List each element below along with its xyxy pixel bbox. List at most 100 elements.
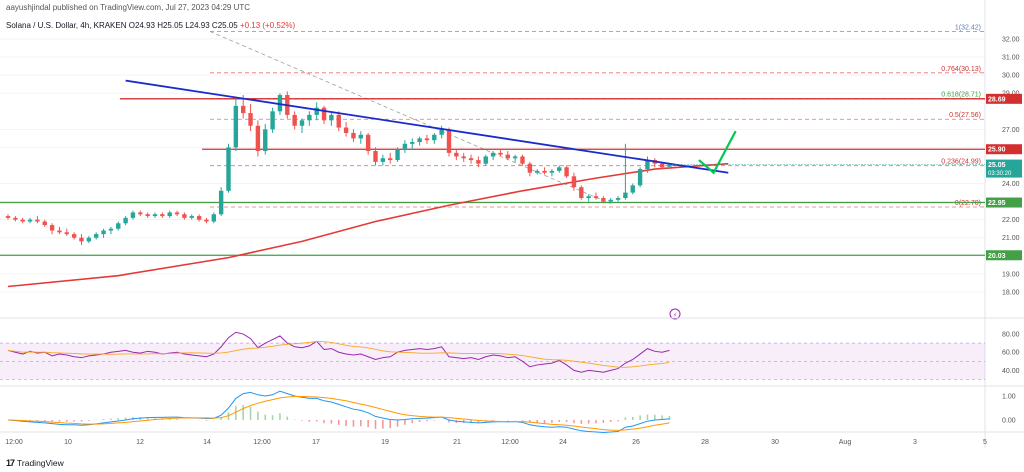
- candle-body: [233, 105, 239, 148]
- candle-body: [483, 156, 488, 164]
- candle-body: [167, 212, 172, 217]
- candle-body: [439, 129, 444, 135]
- candle-body: [263, 129, 268, 152]
- candle-body: [461, 156, 466, 159]
- candle-body: [410, 142, 415, 144]
- price-tick-label: 18.00: [1002, 289, 1020, 296]
- candle-body: [527, 163, 533, 173]
- time-tick-label: 3: [913, 439, 917, 446]
- candle-body: [160, 214, 165, 217]
- price-tick-label: 22.00: [1002, 217, 1020, 224]
- level-price-badge-text: 22.95: [988, 200, 1006, 207]
- signal-line: [7, 395, 670, 431]
- candle-body: [123, 217, 128, 224]
- time-tick-label: 10: [64, 439, 72, 446]
- time-tick-label: 17: [312, 439, 320, 446]
- candle-body: [373, 151, 378, 162]
- candle-body: [557, 167, 562, 171]
- candle-body: [49, 225, 55, 231]
- candle-body: [454, 152, 459, 157]
- macd-line: [7, 390, 670, 433]
- candle-body: [498, 152, 503, 155]
- candle-body: [277, 95, 283, 112]
- candle-body: [667, 164, 672, 167]
- time-tick-label: 21: [453, 439, 461, 446]
- candle-body: [218, 190, 224, 215]
- candle-body: [432, 134, 437, 141]
- candle-body: [64, 232, 69, 235]
- time-tick-label: 12: [136, 439, 144, 446]
- price-tick-label: 24.00: [1002, 181, 1020, 188]
- candle-body: [380, 158, 386, 162]
- level-price-badge-text: 28.69: [988, 96, 1006, 103]
- candle-body: [586, 196, 591, 198]
- price-tick-label: 27.00: [1002, 127, 1020, 134]
- candle-body: [402, 143, 408, 150]
- candle-body: [505, 154, 510, 159]
- candle-body: [490, 152, 496, 157]
- candle-body: [571, 176, 577, 188]
- candle-body: [417, 138, 422, 142]
- rsi-tick-label: 80.00: [1002, 332, 1020, 339]
- candle-body: [241, 105, 246, 114]
- ohlc-values: O24.93 H25.05 L24.93 C25.05: [128, 21, 238, 30]
- macd-tick-label: 1.00: [1002, 394, 1016, 401]
- symbol-name: Solana / U.S. Dollar, 4h, KRAKEN: [6, 21, 127, 30]
- candle-body: [659, 163, 665, 168]
- candle-body: [645, 160, 650, 170]
- fib-level-label: 0.764(30.13): [941, 66, 981, 73]
- countdown-text: 03:30:20: [988, 171, 1012, 177]
- fib-anchor-line: [209, 31, 611, 204]
- candle-body: [321, 107, 327, 121]
- candle-body: [189, 216, 194, 218]
- projection-path: [698, 130, 737, 175]
- candle-body: [248, 113, 253, 126]
- time-tick-label: 5: [983, 439, 987, 446]
- current-price-text: 25.05: [988, 162, 1006, 169]
- candle-body: [174, 212, 180, 215]
- candle-body: [292, 114, 297, 126]
- candle-body: [270, 111, 275, 130]
- tradingview-logo-icon: 17: [6, 458, 15, 468]
- moving-average-line: [7, 162, 729, 288]
- candle-body: [424, 138, 430, 141]
- candle-body: [35, 219, 40, 222]
- time-tick-label: 30: [771, 439, 779, 446]
- candle-body: [108, 228, 114, 231]
- candle-body: [13, 217, 18, 220]
- candle-body: [520, 156, 525, 164]
- candle-body: [138, 212, 143, 215]
- time-tick-label: 14: [203, 439, 211, 446]
- candle-body: [535, 170, 540, 173]
- candle-body: [79, 237, 84, 242]
- time-tick-label: 12:00: [253, 439, 271, 446]
- time-tick-label: 12:00: [501, 439, 519, 446]
- candle-body: [446, 129, 452, 153]
- candle-body: [623, 192, 628, 198]
- fib-level-label: 0.618(28.71): [941, 91, 981, 98]
- candle-body: [42, 221, 47, 226]
- candle-body: [395, 149, 400, 161]
- candle-body: [255, 125, 261, 152]
- rsi-ma-line: [7, 341, 670, 368]
- candle-body: [615, 198, 621, 200]
- price-tick-label: 32.00: [1002, 37, 1020, 44]
- candle-body: [57, 230, 62, 233]
- brand-name: TradingView: [17, 458, 64, 468]
- candle-body: [5, 216, 11, 218]
- candle-body: [564, 167, 569, 177]
- candle-body: [211, 214, 216, 222]
- candle-body: [86, 237, 92, 242]
- symbol-legend[interactable]: Solana / U.S. Dollar, 4h, KRAKEN O24.93 …: [6, 21, 295, 30]
- time-tick-label: Aug: [839, 439, 852, 446]
- candle-body: [512, 156, 518, 159]
- rsi-tick-label: 60.00: [1002, 350, 1020, 357]
- candle-body: [579, 187, 584, 198]
- candle-body: [468, 158, 474, 161]
- candle-body: [299, 120, 305, 126]
- tradingview-brand[interactable]: 17 TradingView: [6, 458, 64, 468]
- candle-body: [130, 212, 136, 218]
- fib-level-label: 1(32.42): [955, 24, 981, 31]
- level-price-badge-text: 25.90: [988, 147, 1006, 154]
